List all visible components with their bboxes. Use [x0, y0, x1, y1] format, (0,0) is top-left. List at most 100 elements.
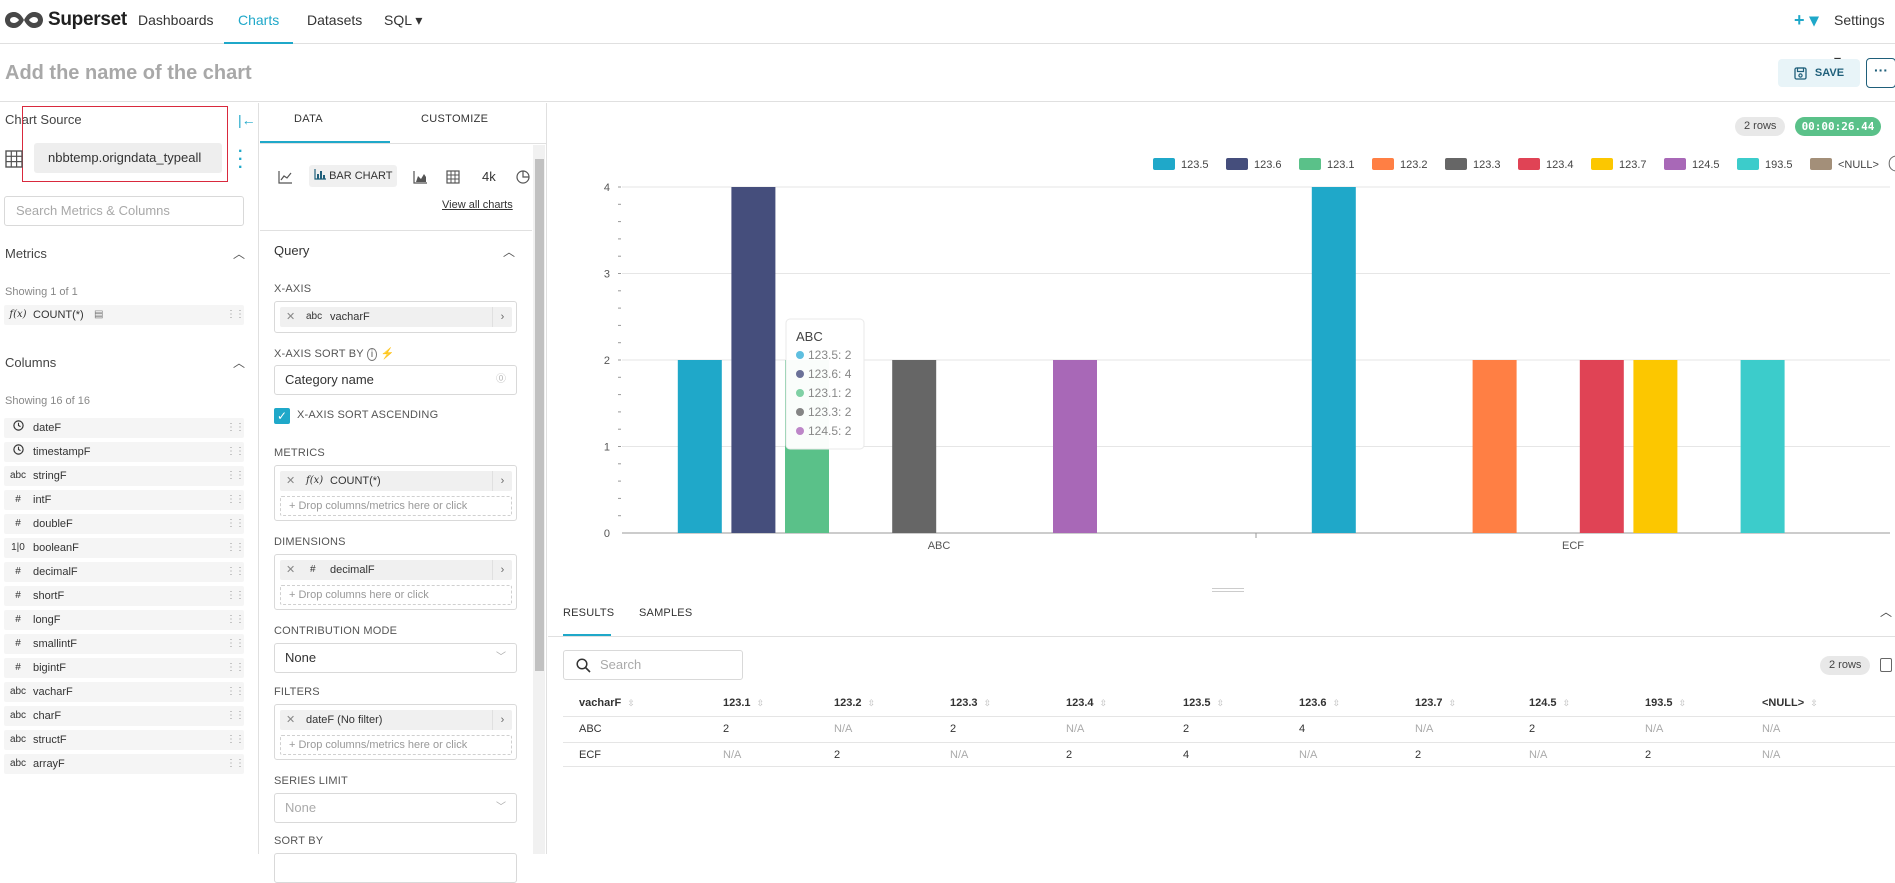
bar[interactable]: [1472, 360, 1517, 533]
bar[interactable]: [1311, 187, 1356, 533]
column-header[interactable]: 123.2 ⇳: [834, 697, 876, 709]
viz-bar-chart-button[interactable]: BAR CHART: [309, 165, 398, 187]
bar[interactable]: [1740, 360, 1785, 533]
x-axis-control[interactable]: ✕ abc vacharF ›: [274, 301, 517, 333]
remove-icon[interactable]: ✕: [286, 564, 296, 576]
drag-handle-icon[interactable]: ⋮⋮: [226, 734, 245, 745]
drag-handle-icon[interactable]: ⋮⋮: [226, 758, 245, 769]
chevron-up-icon[interactable]: ︿: [1880, 605, 1893, 619]
drag-handle-icon[interactable]: ⋮⋮: [226, 422, 245, 433]
nav-item-dashboards[interactable]: Dashboards: [138, 12, 214, 28]
legend-swatch[interactable]: [1372, 158, 1394, 170]
legend-swatch[interactable]: [1445, 158, 1467, 170]
dataset-menu-icon[interactable]: · · ·: [238, 143, 244, 176]
sort-icon[interactable]: ⇳: [1810, 698, 1818, 708]
column-header[interactable]: 123.7 ⇳: [1415, 697, 1457, 709]
copy-icon[interactable]: [1880, 658, 1892, 672]
sort-icon[interactable]: ⇳: [1448, 698, 1457, 708]
column-header[interactable]: 193.5 ⇳: [1645, 697, 1687, 709]
filters-dropzone[interactable]: + Drop columns/metrics here or click: [280, 735, 512, 755]
view-all-charts-link[interactable]: View all charts: [442, 199, 513, 211]
x-axis-sort-select[interactable]: Category name ⓪: [274, 365, 517, 395]
table-chart-icon[interactable]: [446, 170, 460, 184]
sort-icon[interactable]: ⇳: [867, 698, 876, 708]
column-item[interactable]: # bigintF ⋮⋮: [4, 658, 245, 678]
tab-customize[interactable]: CUSTOMIZE: [421, 113, 489, 125]
superset-logo[interactable]: Superset: [4, 8, 127, 32]
metric-item[interactable]: f(x) COUNT(*) ▤ ⋮⋮: [4, 305, 245, 325]
sort-icon[interactable]: ⇳: [1562, 698, 1571, 708]
contribution-mode-select[interactable]: None ﹀: [274, 643, 517, 673]
legend-select-all-button[interactable]: [1888, 155, 1895, 172]
sort-icon[interactable]: ⇳: [756, 698, 765, 708]
column-item[interactable]: # shortF ⋮⋮: [4, 586, 245, 606]
x-axis-sort-ascending-checkbox[interactable]: ✓: [274, 408, 290, 424]
drag-handle-icon[interactable]: ⋮⋮: [226, 494, 245, 505]
bar[interactable]: [1053, 360, 1097, 533]
column-item[interactable]: abc vacharF ⋮⋮: [4, 682, 245, 702]
line-chart-icon[interactable]: [278, 170, 293, 184]
sort-by-select[interactable]: [274, 853, 517, 883]
legend-item[interactable]: 123.6: [1254, 159, 1282, 171]
drag-handle-icon[interactable]: ⋮⋮: [226, 590, 245, 601]
metrics-control[interactable]: ✕ f(x) COUNT(*) › + Drop columns/metrics…: [274, 465, 517, 521]
nav-item-sql[interactable]: SQL ▾: [384, 12, 423, 28]
remove-icon[interactable]: ✕: [286, 475, 296, 487]
chevron-right-icon[interactable]: ›: [492, 710, 512, 730]
column-item[interactable]: abc charF ⋮⋮: [4, 706, 245, 726]
column-item[interactable]: # longF ⋮⋮: [4, 610, 245, 630]
drag-handle-icon[interactable]: ⋮⋮: [226, 542, 245, 553]
legend-swatch[interactable]: [1737, 158, 1759, 170]
drag-handle-icon[interactable]: ⋮⋮: [226, 614, 245, 625]
filter-pill[interactable]: ✕ dateF (No filter) ›: [280, 710, 512, 730]
remove-icon[interactable]: ✕: [286, 311, 296, 323]
more-options-button[interactable]: ···: [1866, 58, 1895, 88]
drag-handle-icon[interactable]: ⋮⋮: [226, 518, 245, 529]
legend-swatch[interactable]: [1810, 158, 1832, 170]
bar-chart[interactable]: 123.5 123.6 123.1 123.2 123.3 123.4 123.7 124.5…: [548, 145, 1895, 565]
drag-handle-icon[interactable]: ⋮⋮: [226, 638, 245, 649]
series-limit-select[interactable]: None ﹀: [274, 793, 517, 823]
sort-icon[interactable]: ⇳: [1678, 698, 1687, 708]
chevron-up-icon[interactable]: ︿: [233, 247, 246, 261]
area-chart-icon[interactable]: [413, 170, 428, 184]
chevron-right-icon[interactable]: ›: [492, 471, 512, 491]
legend-swatch[interactable]: [1591, 158, 1613, 170]
bar[interactable]: [892, 360, 937, 533]
remove-icon[interactable]: ✕: [286, 714, 296, 726]
legend-item[interactable]: 123.7: [1619, 159, 1647, 171]
nav-item-charts[interactable]: Charts: [224, 0, 294, 44]
column-header[interactable]: <NULL> ⇳: [1762, 697, 1818, 709]
bar[interactable]: [1633, 360, 1678, 533]
dataset-name[interactable]: nbbtemp.origndata_typeall: [34, 143, 222, 173]
chevron-right-icon[interactable]: ›: [492, 307, 512, 327]
column-item[interactable]: # smallintF ⋮⋮: [4, 634, 245, 654]
info-icon[interactable]: i: [366, 348, 378, 361]
sort-icon[interactable]: ⇳: [1099, 698, 1108, 708]
tab-data[interactable]: DATA: [294, 113, 323, 125]
pie-chart-icon[interactable]: [516, 170, 530, 184]
chevron-up-icon[interactable]: ︿: [503, 245, 516, 259]
column-header[interactable]: 123.1 ⇳: [723, 697, 765, 709]
legend-item[interactable]: 123.3: [1473, 159, 1501, 171]
bar[interactable]: [677, 360, 722, 533]
chart-name-input[interactable]: Add the name of the chart: [5, 62, 252, 84]
legend-swatch[interactable]: [1299, 158, 1321, 170]
filters-control[interactable]: ✕ dateF (No filter) › + Drop columns/met…: [274, 704, 517, 760]
drag-handle-icon[interactable]: ⋮⋮: [226, 309, 245, 320]
dimension-pill[interactable]: ✕ # decimalF ›: [280, 560, 512, 580]
column-header[interactable]: 123.5 ⇳: [1183, 697, 1225, 709]
column-item[interactable]: timestampF ⋮⋮: [4, 442, 245, 462]
legend-item[interactable]: 123.4: [1546, 159, 1574, 171]
sort-icon[interactable]: ⇳: [1216, 698, 1225, 708]
sort-icon[interactable]: ⇳: [983, 698, 992, 708]
drag-handle-icon[interactable]: ⋮⋮: [226, 470, 245, 481]
collapse-panel-icon[interactable]: |←: [238, 112, 256, 128]
column-header[interactable]: 124.5 ⇳: [1529, 697, 1571, 709]
column-item[interactable]: # decimalF ⋮⋮: [4, 562, 245, 582]
drag-handle-icon[interactable]: ⋮⋮: [226, 662, 245, 673]
chevron-up-icon[interactable]: ︿: [233, 356, 246, 370]
save-button[interactable]: SAVE: [1778, 59, 1860, 87]
metric-pill[interactable]: ✕ f(x) COUNT(*) ›: [280, 471, 512, 491]
big-number-chart-button[interactable]: 4k: [482, 169, 496, 184]
